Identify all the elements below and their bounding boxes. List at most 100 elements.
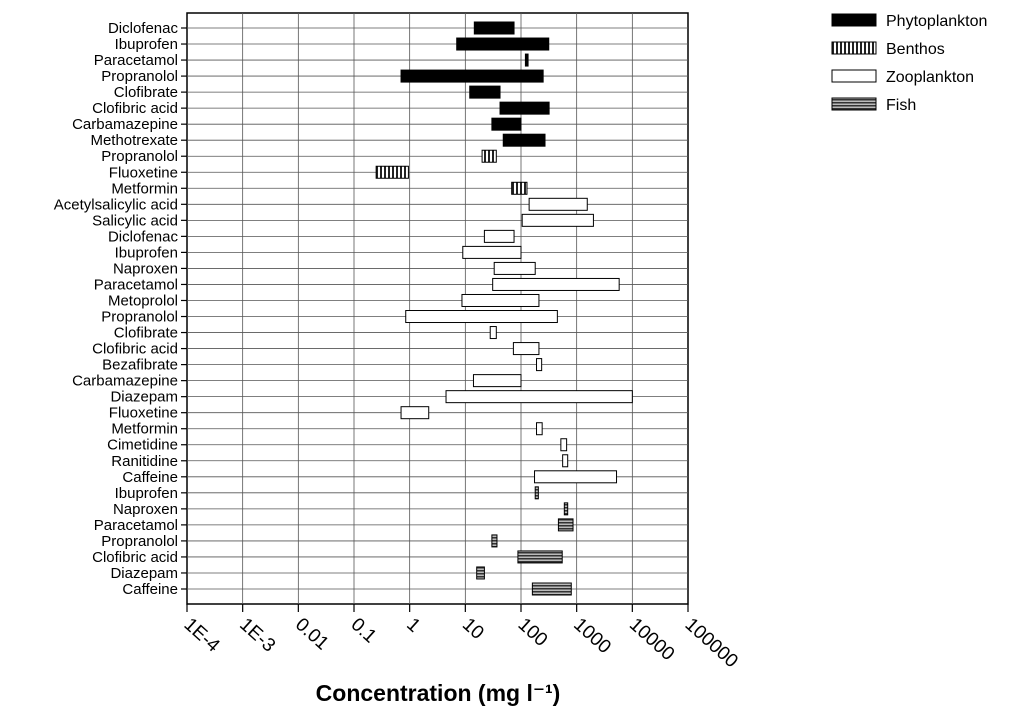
legend-label-phytoplankton: Phytoplankton xyxy=(886,13,987,30)
category-label: Metoprolol xyxy=(108,292,178,309)
category-label: Clofibric acid xyxy=(92,341,178,358)
bar-fish xyxy=(517,550,563,564)
legend-label-zooplankton: Zooplankton xyxy=(886,69,974,86)
category-label: Methotrexate xyxy=(90,132,178,149)
category-label: Diazepam xyxy=(110,565,178,582)
bar-zooplankton xyxy=(528,197,588,211)
bar-phytoplankton xyxy=(502,133,546,147)
category-label: Propranolol xyxy=(101,533,178,550)
legend-swatch-zooplankton xyxy=(831,69,877,83)
category-label: Metformin xyxy=(111,421,178,438)
x-axis-ticks: 1E-4 1E-3 0.01 0.1 1 10 100 1000 10000 100000 xyxy=(180,604,742,672)
bar-benthos xyxy=(511,181,528,195)
bar-zooplankton xyxy=(492,277,620,291)
legend-swatch-benthos xyxy=(831,41,877,55)
bar-zooplankton xyxy=(461,293,540,307)
bar-fish xyxy=(534,486,539,500)
plot-frame xyxy=(181,12,689,605)
category-label: Diclofenac xyxy=(108,20,179,37)
bar-zooplankton xyxy=(462,245,522,259)
category-label: Bezafibrate xyxy=(102,357,178,374)
bar-zooplankton xyxy=(400,406,430,420)
x-tick-label: 1000 xyxy=(569,614,614,658)
bar-zooplankton xyxy=(521,213,594,227)
bar-zooplankton xyxy=(534,470,618,484)
bar-fish xyxy=(563,502,569,516)
category-label: Clofibric acid xyxy=(92,549,178,566)
bar-zooplankton xyxy=(536,422,543,436)
category-label: Clofibric acid xyxy=(92,100,178,117)
legend-label-benthos: Benthos xyxy=(886,41,945,58)
category-label: Caffeine xyxy=(122,469,178,486)
x-tick-label: 1E-3 xyxy=(235,614,279,656)
x-tick-label: 0.01 xyxy=(291,614,333,654)
bar-phytoplankton xyxy=(473,21,515,35)
bar-benthos xyxy=(375,165,409,179)
bar-phytoplankton xyxy=(400,69,544,83)
category-label: Naproxen xyxy=(113,501,178,518)
category-label: Clofibrate xyxy=(114,325,178,342)
category-label: Caffeine xyxy=(122,581,178,598)
x-tick-label: 100000 xyxy=(681,614,742,672)
bar-benthos xyxy=(481,149,497,163)
category-label: Metformin xyxy=(111,180,178,197)
x-tick-label: 0.1 xyxy=(347,614,381,647)
bar-zooplankton xyxy=(560,438,568,452)
legend-label-fish: Fish xyxy=(886,97,916,114)
x-tick-label: 10000 xyxy=(625,614,678,665)
bar-fish xyxy=(531,582,572,596)
bar-fish xyxy=(557,518,574,532)
legend-swatch-phytoplankton xyxy=(831,13,877,27)
plot-area-border xyxy=(186,12,689,605)
category-label: Fluoxetine xyxy=(109,405,178,422)
grid-lines xyxy=(187,13,688,604)
bar-phytoplankton xyxy=(469,85,501,99)
legend-swatch-fish xyxy=(831,97,877,111)
bars xyxy=(375,21,633,596)
x-tick-label: 100 xyxy=(514,614,552,651)
category-label: Propranolol xyxy=(101,68,178,85)
bar-zooplankton xyxy=(536,358,543,372)
x-tick-label: 1 xyxy=(402,614,424,637)
legend: Phytoplankton Benthos Zooplankton Fish xyxy=(831,13,987,114)
x-tick-label: 1E-4 xyxy=(180,614,224,657)
bar-zooplankton xyxy=(489,326,497,340)
bar-zooplankton xyxy=(512,342,540,356)
x-axis-title: Concentration (mg l⁻¹) xyxy=(316,680,561,706)
bar-zooplankton xyxy=(472,374,522,388)
category-label: Ibuprofen xyxy=(115,36,178,53)
category-label: Carbamazepine xyxy=(72,116,178,133)
category-label: Propranolol xyxy=(101,148,178,165)
bar-zooplankton xyxy=(562,454,569,468)
category-label: Paracetamol xyxy=(94,52,178,69)
category-label: Ranitidine xyxy=(111,453,178,470)
bar-fish xyxy=(491,534,498,548)
category-label: Cimetidine xyxy=(107,437,178,454)
category-label: Clofibrate xyxy=(114,84,178,101)
bar-zooplankton xyxy=(405,310,558,324)
category-label: Ibuprofen xyxy=(115,485,178,502)
category-label: Diazepam xyxy=(110,389,178,406)
category-label: Paracetamol xyxy=(94,517,178,534)
category-label: Ibuprofen xyxy=(115,244,178,261)
category-label: Acetylsalicylic acid xyxy=(54,196,178,213)
category-labels: DiclofenacIbuprofenParacetamolPropranolo… xyxy=(54,20,179,598)
bar-phytoplankton xyxy=(524,53,529,67)
bar-zooplankton xyxy=(445,390,633,404)
category-label: Salicylic acid xyxy=(92,212,178,229)
bar-phytoplankton xyxy=(499,101,550,115)
category-label: Fluoxetine xyxy=(109,164,178,181)
category-label: Carbamazepine xyxy=(72,373,178,390)
bar-phytoplankton xyxy=(491,117,522,131)
x-tick-label: 10 xyxy=(458,614,488,644)
bar-zooplankton xyxy=(483,229,515,243)
bar-zooplankton xyxy=(493,261,536,275)
category-label: Propranolol xyxy=(101,309,178,326)
bar-phytoplankton xyxy=(456,37,550,51)
category-label: Naproxen xyxy=(113,260,178,277)
bar-fish xyxy=(476,566,485,580)
category-label: Diclofenac xyxy=(108,228,179,245)
category-label: Paracetamol xyxy=(94,276,178,293)
